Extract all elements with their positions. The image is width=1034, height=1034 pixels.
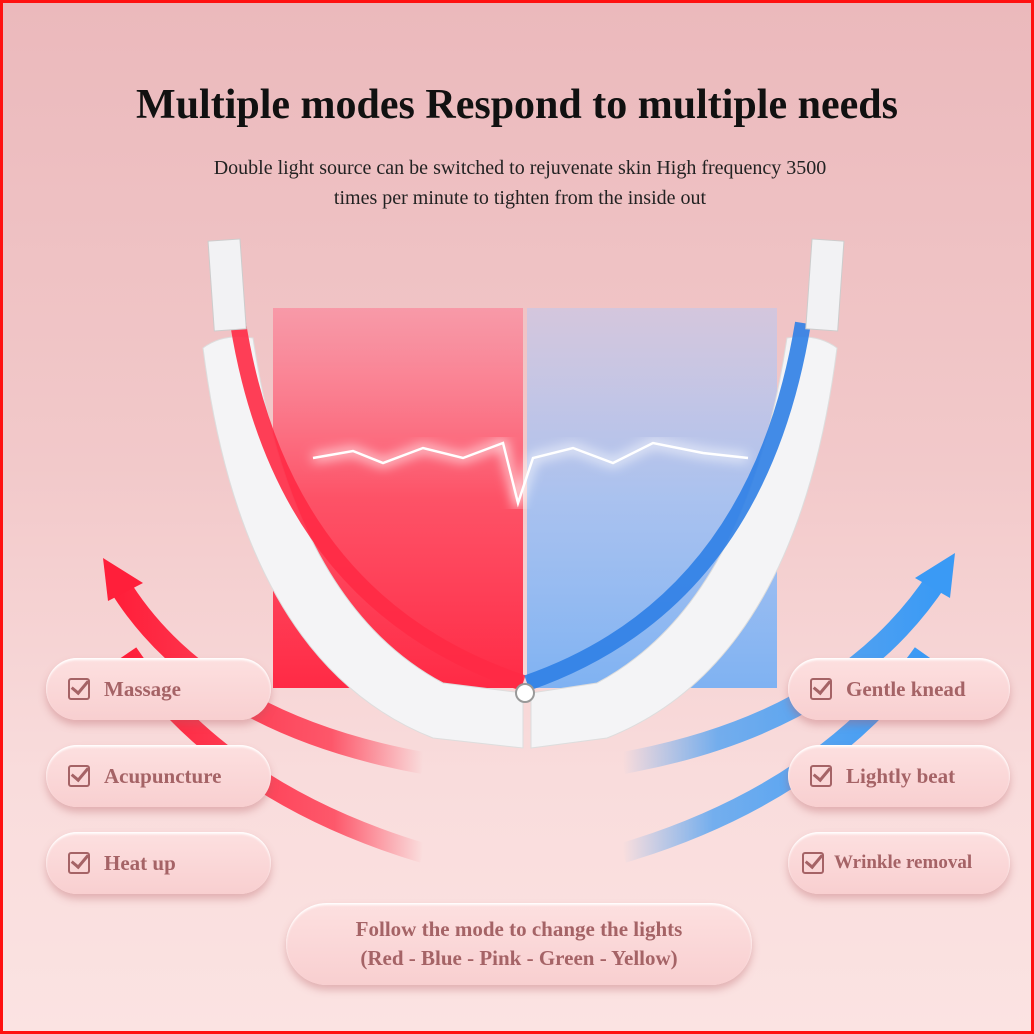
mode-label: Lightly beat xyxy=(846,763,956,788)
checkbox-checked-icon xyxy=(810,765,832,787)
mode-label: Massage xyxy=(104,676,181,701)
checkbox-checked-icon xyxy=(68,678,90,700)
checkbox-checked-icon xyxy=(68,852,90,874)
subtitle: Double light source can be switched to r… xyxy=(163,153,877,213)
subtitle-line: times per minute to tighten from the ins… xyxy=(333,187,707,209)
page-title: Multiple modes Respond to multiple needs xyxy=(136,82,898,128)
checkbox-checked-icon xyxy=(810,678,832,700)
subtitle-line: Double light source can be switched to r… xyxy=(213,157,827,179)
light-mode-note: Follow the mode to change the lights (Red… xyxy=(286,903,752,985)
mode-label: Heat up xyxy=(104,850,176,875)
mode-label: Acupuncture xyxy=(104,763,222,788)
checkbox-checked-icon xyxy=(68,765,90,787)
note-line: Follow the mode to change the lights xyxy=(355,917,683,941)
checkbox-checked-icon xyxy=(802,852,824,874)
power-button-icon xyxy=(515,683,535,703)
mode-lightly-beat: Lightly beat xyxy=(788,745,1010,807)
mode-label: Wrinkle removal xyxy=(834,852,973,873)
note-line: (Red - Blue - Pink - Green - Yellow) xyxy=(360,946,678,970)
mode-heat-up: Heat up xyxy=(46,832,271,894)
mode-label: Gentle knead xyxy=(846,676,966,701)
mode-wrinkle-removal: Wrinkle removal xyxy=(788,832,1010,894)
mode-gentle-knead: Gentle knead xyxy=(788,658,1010,720)
mode-acupuncture: Acupuncture xyxy=(46,745,271,807)
mode-massage: Massage xyxy=(46,658,271,720)
